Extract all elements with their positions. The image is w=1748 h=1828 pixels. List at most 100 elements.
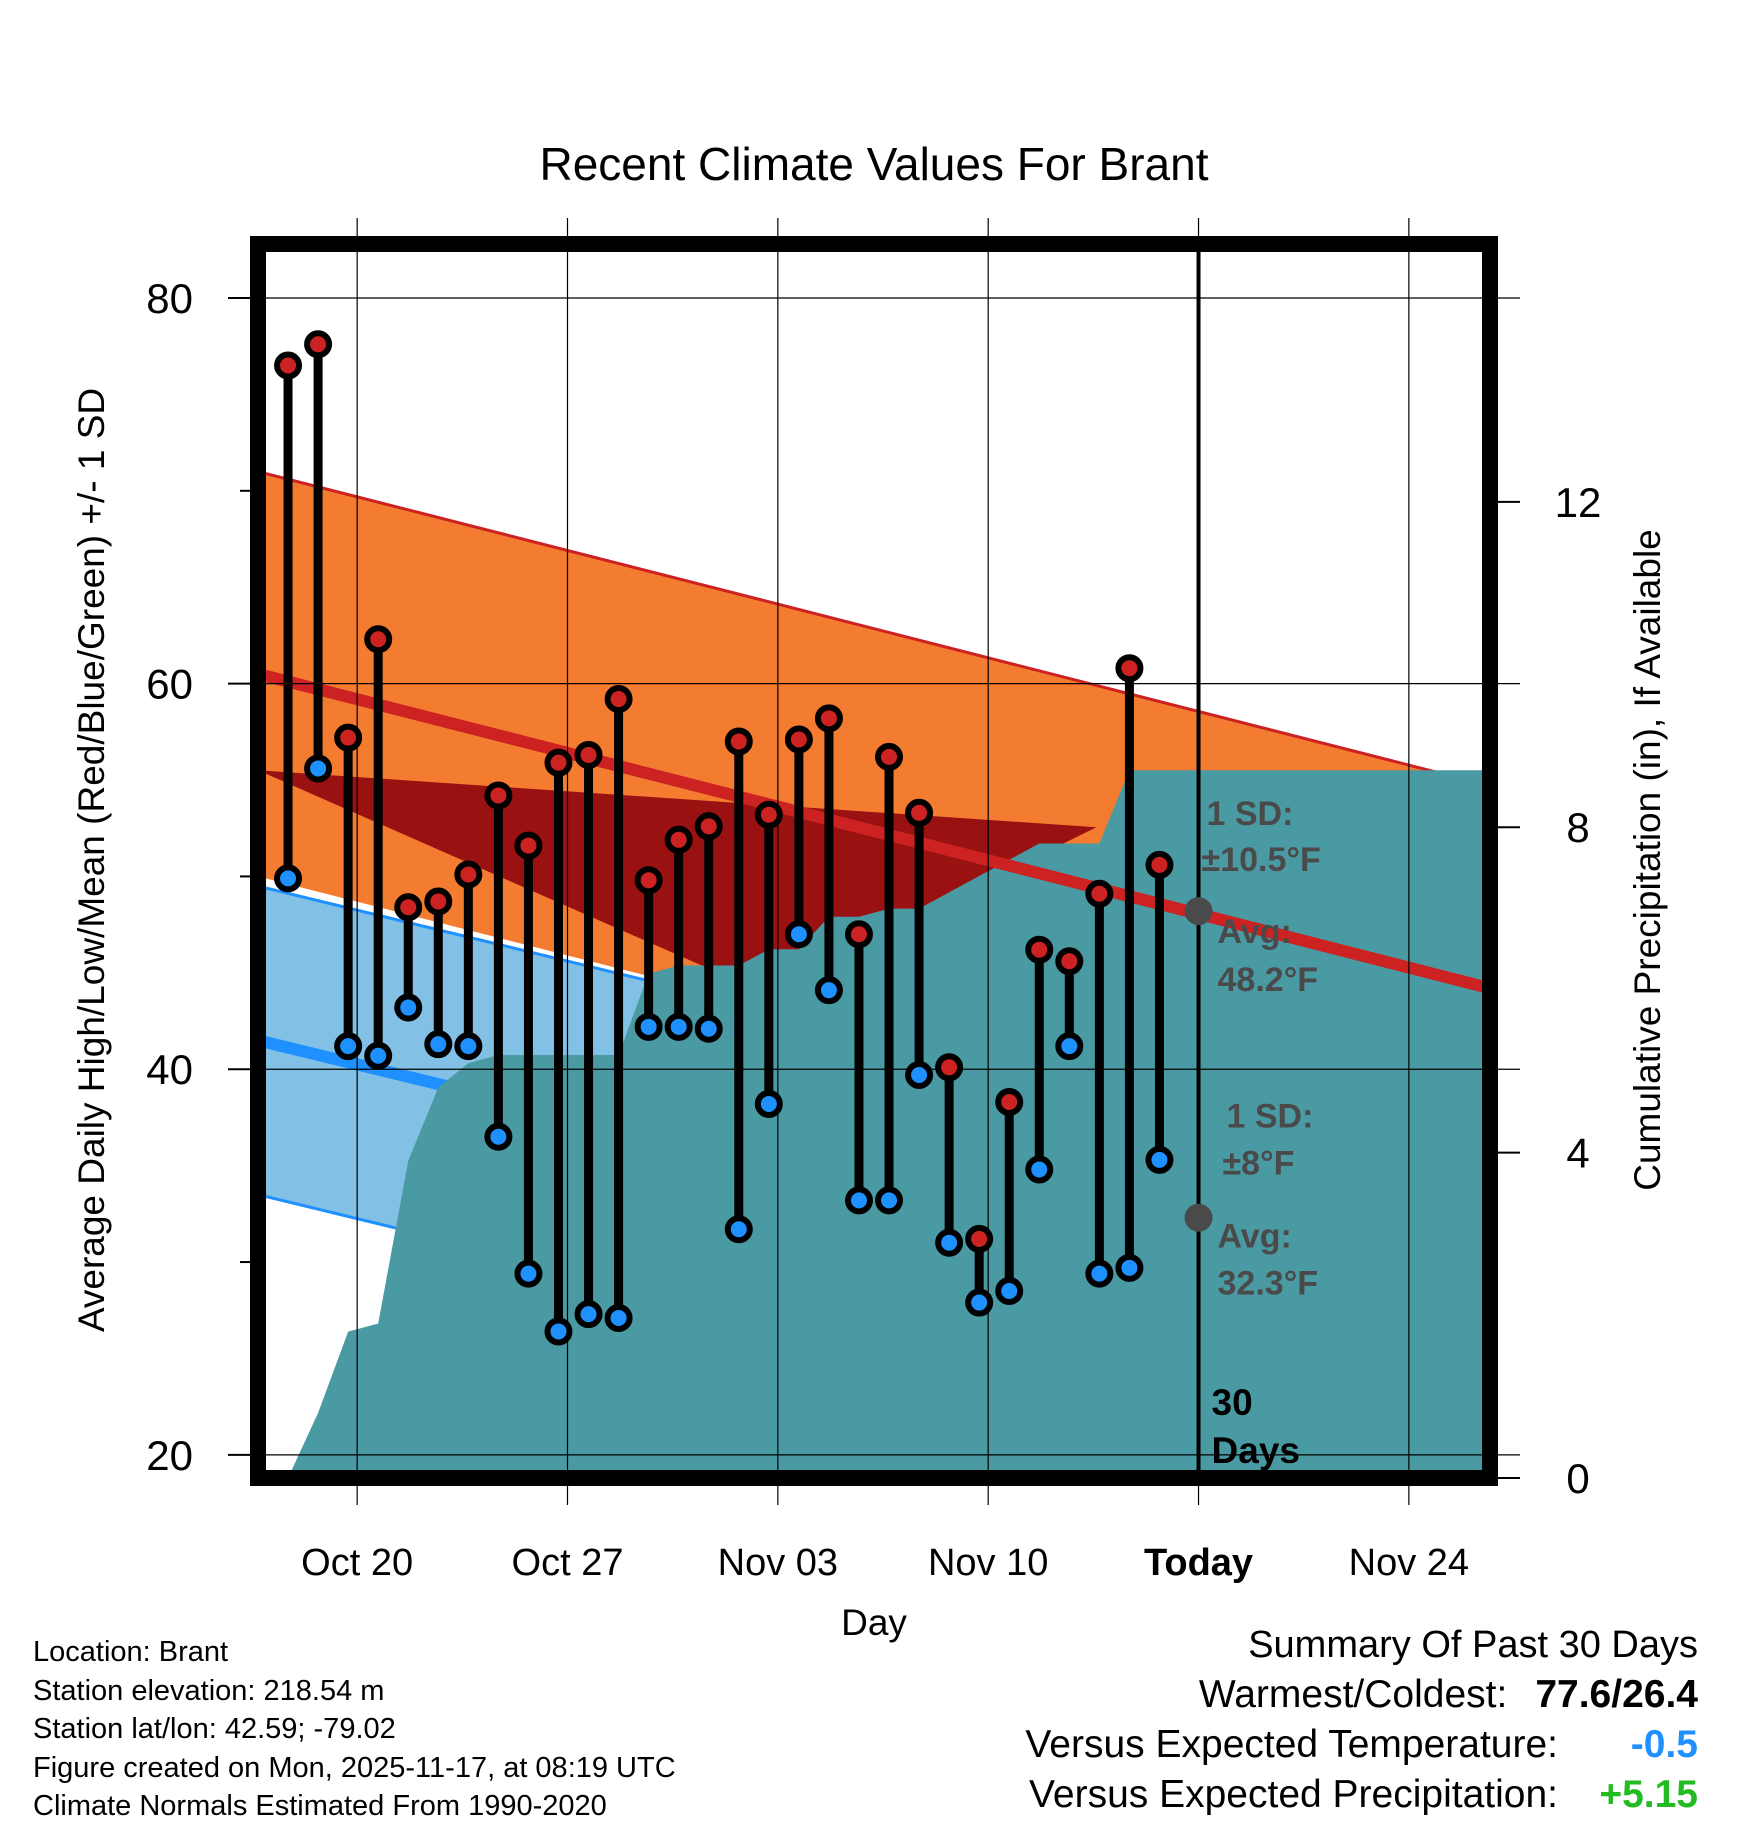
low-temp-point [514,1259,543,1288]
y-axis-right-label: Cumulative Precipitation (in), If Availa… [1627,529,1668,1191]
high-temp-point [875,742,904,771]
y-right-tick-label: 0 [1566,1455,1589,1502]
low-temp-point [1115,1253,1144,1282]
y-right-tick-label: 8 [1566,804,1589,851]
high-temp-point [1085,879,1114,908]
high-temp-point [454,860,483,889]
observation-day [634,866,663,1041]
high-sd-label: 1 SD: [1207,795,1294,833]
low-temp-point [1145,1145,1174,1174]
high-avg-marker [1184,897,1213,926]
observation-day [364,625,393,1070]
high-temp-point [574,740,603,769]
low-temp-point [784,920,813,949]
temp-anomaly-row: Versus Expected Temperature: -0.5 [1025,1720,1698,1770]
low-temp-point [754,1089,783,1118]
observation-day [694,812,723,1043]
high-temp-point [694,812,723,841]
summary-title: Summary Of Past 30 Days [1248,1624,1698,1666]
high-temp-point [1055,947,1084,976]
observation-day [965,1224,994,1317]
y-axis-left-label: Average Daily High/Low/Mean (Red/Blue/Gr… [71,388,112,1332]
high-temp-point [634,866,663,895]
chart-title: Recent Climate Values For Brant [540,138,1209,190]
temp-anomaly-value: -0.5 [1630,1723,1698,1766]
high-temp-point [724,727,753,756]
observation-day [484,781,513,1151]
observation-day [334,723,363,1061]
observation-day [1025,935,1054,1184]
low-temp-point [604,1303,633,1332]
observation-day [514,831,543,1288]
summary-panel: Summary Of Past 30 Days Warmest/Coldest:… [1025,1620,1698,1820]
low-temp-point [274,864,303,893]
low-temp-point [814,976,843,1005]
normal-high-line [258,668,1490,995]
low-temp-point [905,1061,934,1090]
low-avg-value: 32.3°F [1218,1265,1319,1303]
high-temp-point [544,748,573,777]
low-temp-point [334,1032,363,1061]
latlon-text: Station lat/lon: 42.59; -79.02 [33,1713,396,1745]
high-temp-point [364,625,393,654]
warmest-coldest-row: Warmest/Coldest: 77.6/26.4 [1025,1670,1698,1720]
high-temp-point [664,825,693,854]
observation-day [454,860,483,1061]
high-temp-point [905,798,934,827]
days-label: Days [1212,1430,1300,1471]
low-temp-point [935,1228,964,1257]
low-temp-point [1055,1032,1084,1061]
observation-day [574,740,603,1329]
high-temp-point [995,1088,1024,1117]
observation-day [875,742,904,1215]
high-temp-point [935,1053,964,1082]
low-avg-label: Avg: [1218,1218,1292,1256]
low-temp-point [364,1041,393,1070]
observation-day [754,800,783,1118]
y-left-tick-label: 20 [146,1432,193,1479]
low-sd-label: 1 SD: [1227,1098,1314,1136]
low-temp-point [844,1186,873,1215]
elevation-text: Station elevation: 218.54 m [33,1674,385,1707]
high-temp-point [1145,850,1174,879]
x-tick-label: Nov 10 [928,1542,1048,1584]
temp-anomaly-label: Versus Expected Temperature: [1025,1723,1558,1766]
observation-day [664,825,693,1041]
high-avg-label: Avg: [1218,913,1292,951]
high-temp-point [604,685,633,714]
low-temp-point [424,1030,453,1059]
high-temp-point [274,351,303,380]
plot-frame [250,236,1498,1486]
high-temp-point [484,781,513,810]
low-temp-point [544,1317,573,1346]
high-avg-value: 48.2°F [1218,961,1319,999]
low-temp-point [694,1014,723,1043]
observation-day [304,330,333,783]
observation-day [814,704,843,1005]
y-right-tick-label: 4 [1566,1130,1589,1177]
precip-anomaly-value: +5.15 [1599,1773,1698,1816]
low-temp-point [304,754,333,783]
low-temp-point [574,1300,603,1329]
observation-day [905,798,934,1090]
observation-day [1115,654,1144,1282]
observation-day [394,893,423,1022]
observation-day [544,748,573,1346]
observation-day [724,727,753,1244]
observation-day [1055,947,1084,1061]
low-temp-point [664,1012,693,1041]
x-tick-label: Today [1144,1542,1253,1584]
warmest-coldest-label: Warmest/Coldest: [1198,1673,1508,1716]
normals-text: Climate Normals Estimated From 1990-2020 [33,1790,607,1822]
observation-day [784,725,813,949]
high-temp-point [844,920,873,949]
high-temp-point [1115,654,1144,683]
low-temp-point [394,993,423,1022]
high-sd-value: ±10.5°F [1202,841,1321,879]
low-sd-value: ±8°F [1223,1145,1295,1183]
x-tick-label: Oct 20 [301,1542,413,1584]
high-temp-point [814,704,843,733]
high-temp-point [514,831,543,860]
observation-day [935,1053,964,1257]
